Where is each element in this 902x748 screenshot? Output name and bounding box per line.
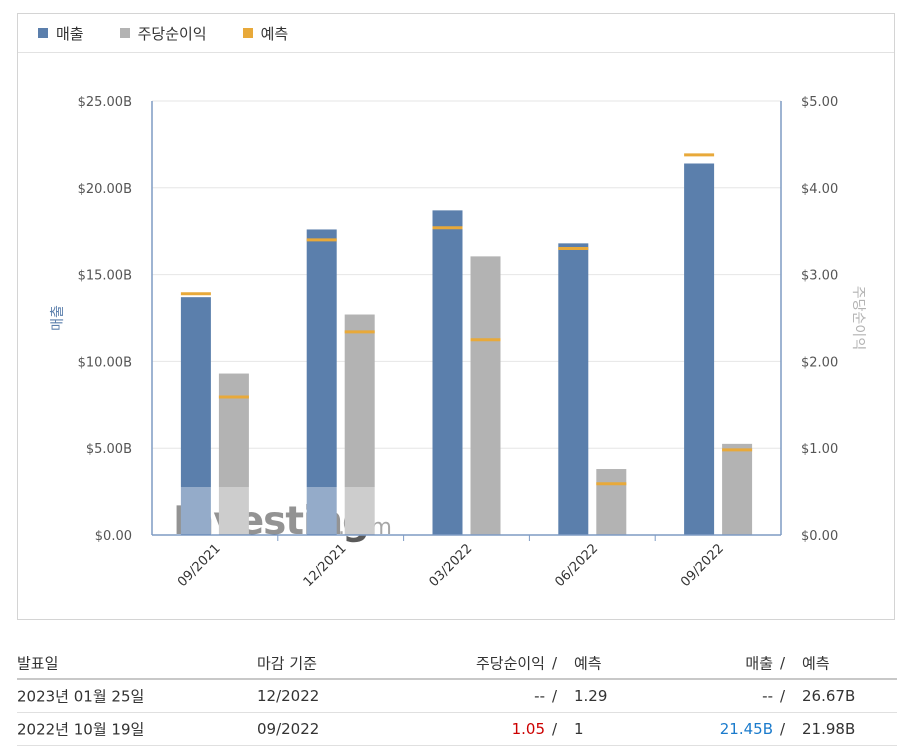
legend-label-revenue: 매출 <box>56 24 84 43</box>
bar-eps <box>470 256 501 535</box>
bar-revenue <box>306 229 337 536</box>
y-tick-label-left: $25.00B <box>78 95 132 110</box>
legend-label-forecast: 예측 <box>260 24 289 43</box>
y-tick-label-right: $5.00 <box>801 95 838 110</box>
row-date: 2023년 01월 25일 <box>17 687 145 706</box>
watermark-fade <box>171 487 393 534</box>
row-eps: -- <box>534 687 545 705</box>
x-tick-label: 09/2022 <box>678 541 727 590</box>
y-axis-title-left: 매출 <box>50 305 66 331</box>
row-eps-forecast: 1.29 <box>574 687 608 705</box>
x-tick-label: 06/2022 <box>552 541 601 590</box>
x-tick-label: 12/2021 <box>301 541 350 590</box>
y-tick-label-right: $3.00 <box>801 269 838 284</box>
x-tick-label: 03/2022 <box>427 541 476 590</box>
y-tick-label-right: $2.00 <box>801 355 838 370</box>
y-tick-label-left: $10.00B <box>78 355 132 370</box>
legend-label-eps: 주당순이익 <box>137 24 207 43</box>
legend-item-forecast[interactable]: 예측 <box>242 23 289 44</box>
y-tick-label-right: $0.00 <box>801 529 838 544</box>
chart-legend: 매출 주당순이익 예측 <box>18 14 894 53</box>
y-tick-label-left: $5.00B <box>86 442 132 457</box>
table-row: 2023년 01월 25일 12/2022 -- / 1.29 -- / 26.… <box>17 680 897 713</box>
y-tick-label-right: $1.00 <box>801 442 838 457</box>
y-tick-label-right: $4.00 <box>801 182 838 197</box>
row-eps: 1.05 <box>511 720 545 738</box>
header-eps[interactable]: 주당순이익 <box>475 654 545 673</box>
row-revenue-separator: / <box>780 687 786 705</box>
legend-swatch-eps <box>119 28 130 38</box>
header-revenue[interactable]: 매출 <box>745 654 773 673</box>
earnings-chart: Investing .com $0.00$0.00$5.00B$1.00$10.… <box>50 95 866 590</box>
row-eps-separator: / <box>552 687 558 705</box>
row-revenue-separator: / <box>780 720 786 738</box>
header-revenue-separator: / <box>780 654 786 672</box>
row-revenue: -- <box>762 687 773 705</box>
table-header-row: 발표일 마감 기준 주당순이익 / 예측 매출 / 예측 <box>17 648 897 680</box>
bar-revenue <box>558 243 589 536</box>
y-axis-title-right: 주당순이익 <box>850 286 866 350</box>
row-eps-forecast: 1 <box>574 720 584 738</box>
legend-swatch-revenue <box>38 28 48 38</box>
bar-eps <box>218 373 249 535</box>
bar-revenue <box>684 163 715 535</box>
row-eps-separator: / <box>552 720 558 738</box>
row-period: 12/2022 <box>257 687 320 705</box>
header-eps-separator: / <box>552 654 558 672</box>
bar-revenue <box>180 297 211 535</box>
y-tick-label-left: $20.00B <box>78 182 132 197</box>
earnings-table: 발표일 마감 기준 주당순이익 / 예측 매출 / 예측 2023년 01월 2… <box>17 648 897 746</box>
y-tick-label-left: $0.00 <box>95 529 132 544</box>
header-date[interactable]: 발표일 <box>17 654 59 673</box>
row-revenue: 21.45B <box>719 720 773 738</box>
x-tick-label: 09/2021 <box>175 541 224 590</box>
row-revenue-forecast: 21.98B <box>802 720 856 738</box>
legend-swatch-forecast <box>242 28 253 38</box>
chart-panel: 매출 주당순이익 예측 Investing .com $0.00$0.00$5.… <box>17 13 895 620</box>
row-revenue-forecast: 26.67B <box>802 687 856 705</box>
y-tick-label-left: $15.00B <box>78 269 132 284</box>
header-revenue-forecast[interactable]: 예측 <box>802 654 830 673</box>
bar-eps <box>596 469 627 535</box>
legend-item-eps[interactable]: 주당순이익 <box>119 23 207 44</box>
table-row: 2022년 10월 19일 09/2022 1.05 / 1 21.45B / … <box>17 713 897 746</box>
bar-eps <box>344 314 375 535</box>
row-date: 2022년 10월 19일 <box>17 720 145 739</box>
header-eps-forecast[interactable]: 예측 <box>574 654 602 673</box>
bar-eps <box>722 443 753 535</box>
legend-item-revenue[interactable]: 매출 <box>38 23 84 44</box>
row-period: 09/2022 <box>257 720 320 738</box>
bar-revenue <box>432 210 463 536</box>
header-period[interactable]: 마감 기준 <box>257 654 317 673</box>
